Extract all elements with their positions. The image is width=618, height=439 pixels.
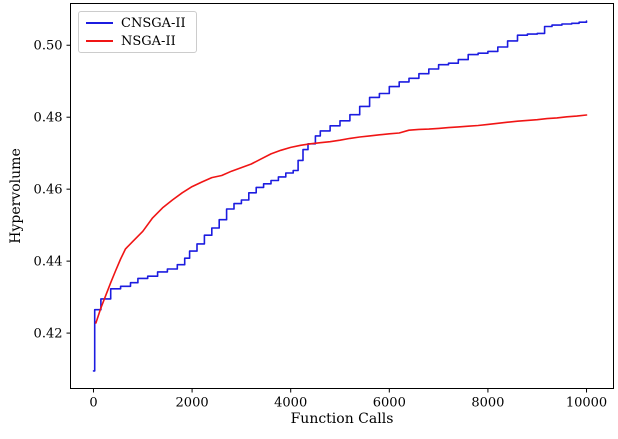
series-line-cnsga-ii [92, 20, 588, 372]
x-tick-label: 6000 [373, 396, 406, 411]
legend-line-sample-blue [86, 22, 113, 24]
y-tick-label: 0.50 [34, 39, 63, 54]
x-tick-label: 2000 [176, 396, 209, 411]
y-tick-label: 0.48 [34, 111, 63, 126]
x-axis-label: Function Calls [290, 411, 394, 427]
y-tick-label: 0.46 [34, 183, 63, 198]
y-axis-label: Hypervolume [8, 148, 24, 244]
y-tick-label: 0.44 [34, 255, 63, 270]
legend-label-nsga-ii: NSGA-II [121, 33, 176, 49]
legend-item-nsga-ii: NSGA-II [86, 34, 186, 49]
x-tick-label: 10000 [566, 396, 607, 411]
series-line-nsga-ii [95, 114, 588, 324]
legend: CNSGA-II NSGA-II [78, 11, 197, 53]
x-tick-label: 8000 [471, 396, 504, 411]
y-tick-label: 0.42 [34, 327, 63, 342]
axes-frame [70, 3, 614, 389]
legend-item-cnsga-ii: CNSGA-II [86, 16, 186, 31]
x-tick-label: 0 [89, 396, 97, 411]
legend-label-cnsga-ii: CNSGA-II [121, 15, 186, 31]
x-tick-label: 4000 [274, 396, 307, 411]
legend-line-sample-red [86, 40, 113, 42]
